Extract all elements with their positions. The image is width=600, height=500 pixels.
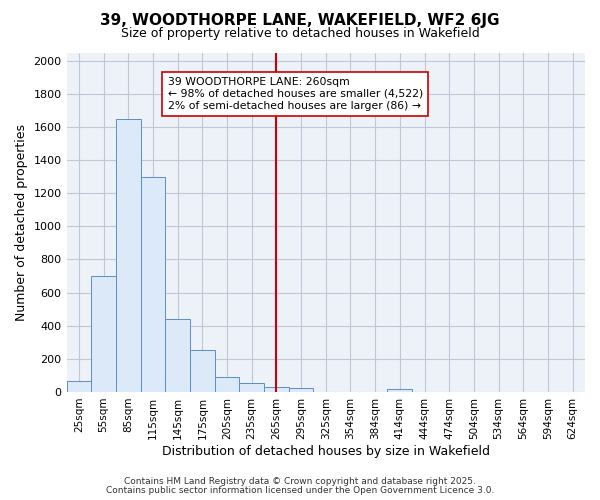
Bar <box>140 176 165 392</box>
Y-axis label: Number of detached properties: Number of detached properties <box>15 124 28 320</box>
Text: 39 WOODTHORPE LANE: 260sqm
← 98% of detached houses are smaller (4,522)
2% of se: 39 WOODTHORPE LANE: 260sqm ← 98% of deta… <box>168 78 423 110</box>
Bar <box>215 377 239 392</box>
Text: Contains public sector information licensed under the Open Government Licence 3.: Contains public sector information licen… <box>106 486 494 495</box>
Text: Size of property relative to detached houses in Wakefield: Size of property relative to detached ho… <box>121 28 479 40</box>
Text: 39, WOODTHORPE LANE, WAKEFIELD, WF2 6JG: 39, WOODTHORPE LANE, WAKEFIELD, WF2 6JG <box>100 12 500 28</box>
Bar <box>91 276 116 392</box>
Bar <box>116 118 140 392</box>
Bar <box>388 388 412 392</box>
Bar <box>190 350 215 392</box>
Bar <box>165 319 190 392</box>
Bar <box>289 388 313 392</box>
Bar <box>67 381 91 392</box>
Bar <box>239 383 264 392</box>
Text: Contains HM Land Registry data © Crown copyright and database right 2025.: Contains HM Land Registry data © Crown c… <box>124 477 476 486</box>
Bar <box>264 387 289 392</box>
X-axis label: Distribution of detached houses by size in Wakefield: Distribution of detached houses by size … <box>162 444 490 458</box>
